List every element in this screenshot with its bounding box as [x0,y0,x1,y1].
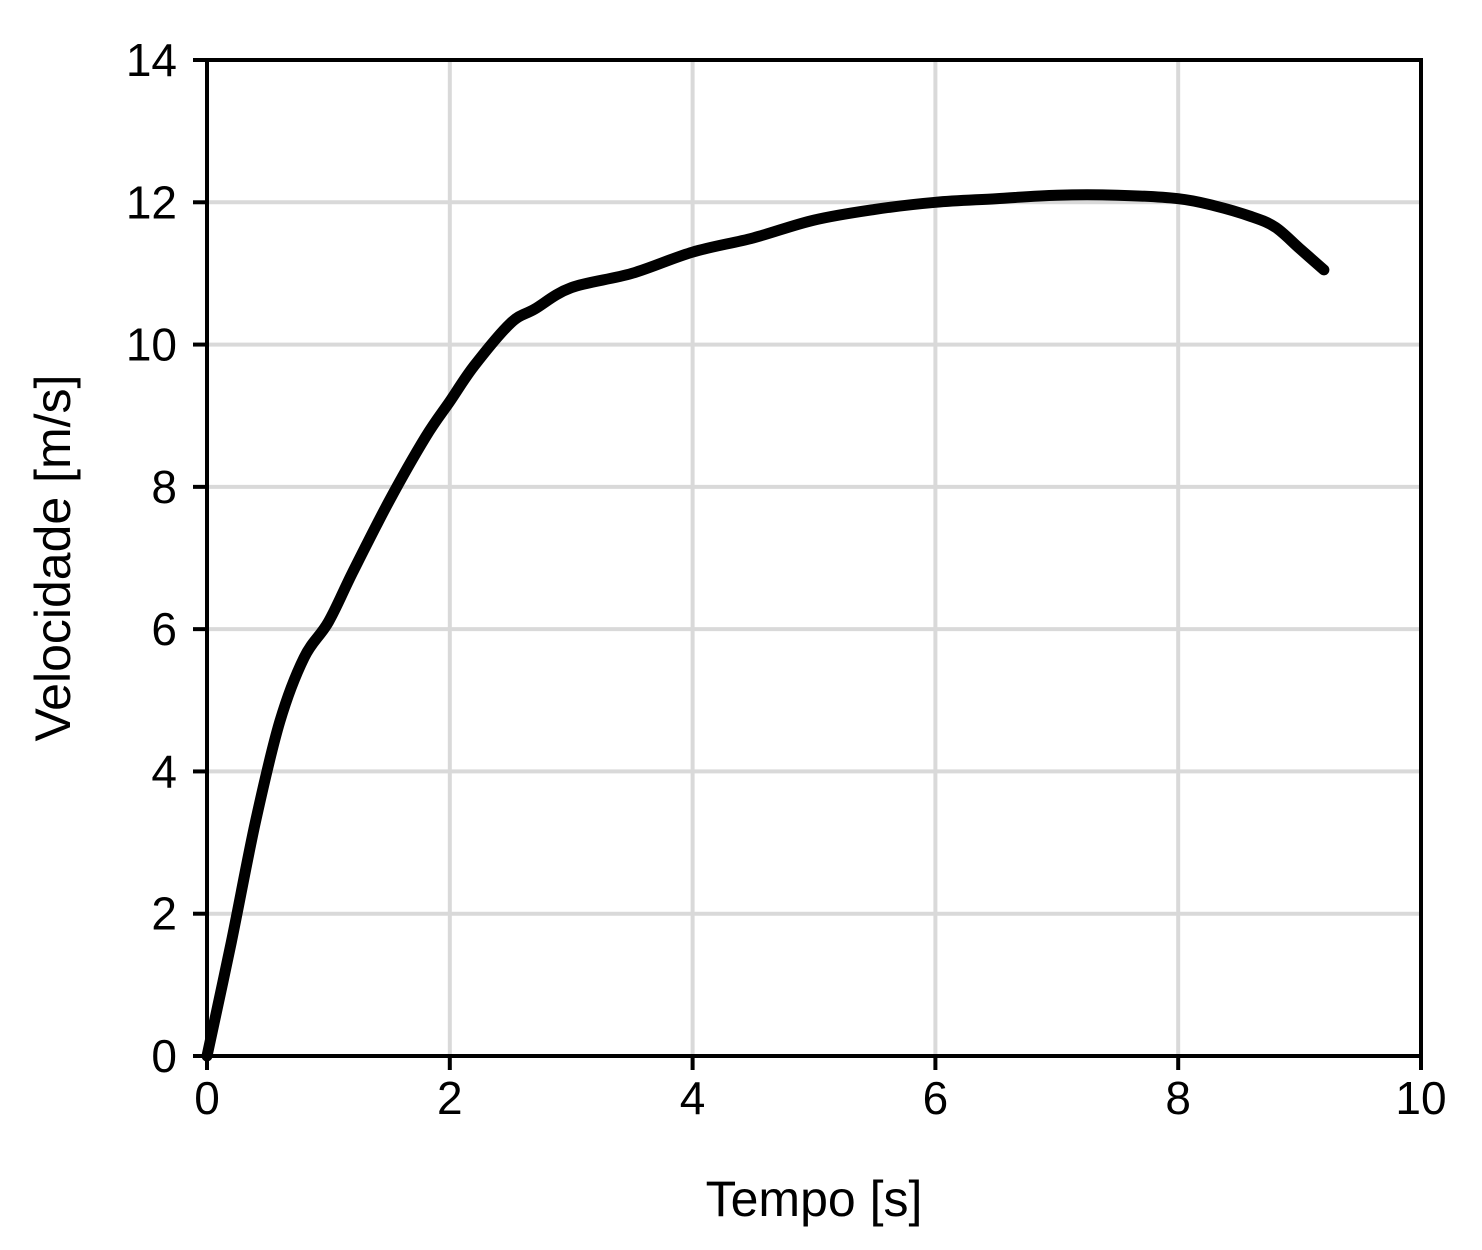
x-tick-labels: 0 2 4 6 8 10 [194,1072,1446,1124]
series-group [201,189,1330,1062]
y-tick-label-7: 14 [126,34,177,86]
x-tick-label-4: 8 [1165,1072,1191,1124]
x-tick-label-2: 4 [680,1072,706,1124]
x-tick-label-5: 10 [1395,1072,1446,1124]
y-tick-labels: 0 2 4 6 8 10 12 14 [126,34,177,1082]
y-axis-title: Velocidade [m/s] [25,375,81,742]
x-tick-label-1: 2 [437,1072,463,1124]
tick-marks [193,58,1423,1070]
y-tick-label-1: 2 [151,888,177,940]
plot-frame [205,58,1423,1058]
x-tick-label-0: 0 [194,1072,220,1124]
y-tick-label-3: 6 [151,603,177,655]
y-tick-label-4: 8 [151,461,177,513]
y-tick-label-6: 12 [126,176,177,228]
y-tick-label-2: 4 [151,745,177,797]
y-tick-label-0: 0 [151,1030,177,1082]
x-axis-title: Tempo [s] [706,1171,923,1227]
y-tick-label-5: 10 [126,319,177,371]
series-line-0 [201,189,1330,1062]
x-tick-label-3: 6 [923,1072,949,1124]
